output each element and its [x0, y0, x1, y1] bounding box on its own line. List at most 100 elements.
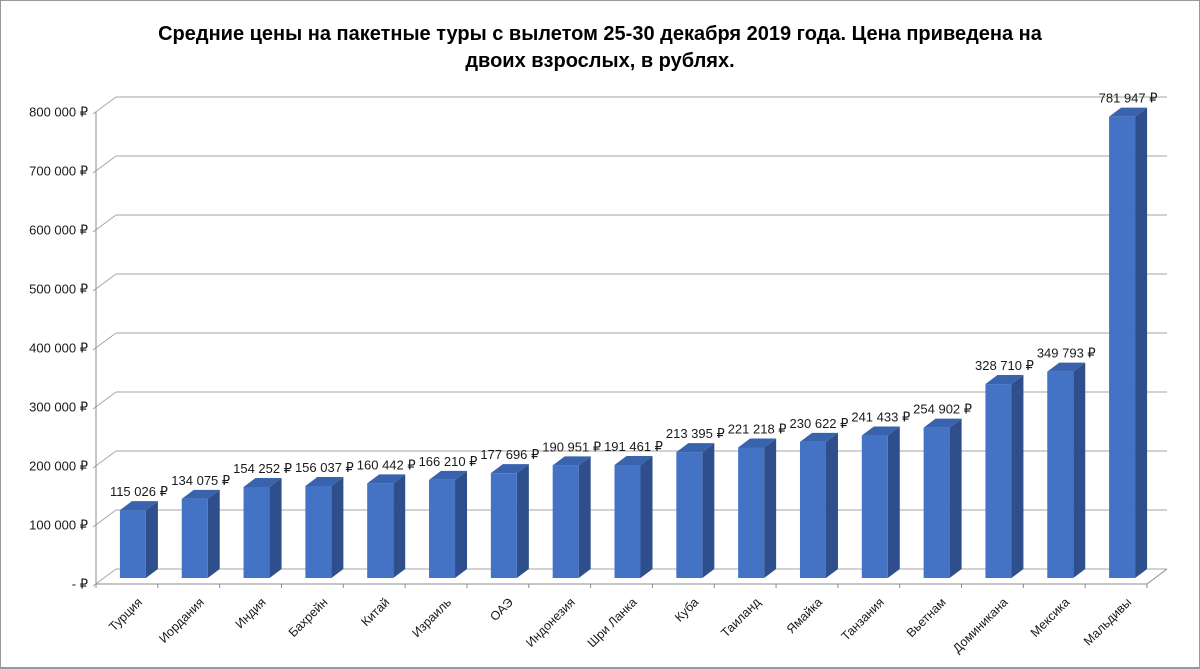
bar-top-face	[429, 470, 468, 480]
chart-title: Средние цены на пакетные туры с вылетом …	[1, 21, 1199, 75]
bar-top-face	[614, 456, 653, 466]
bar-value-label: 349 793 ₽	[1037, 346, 1096, 361]
y-axis-tick-label: 700 000 ₽	[29, 164, 88, 179]
bar-top-face	[490, 464, 529, 474]
bar-value-label: 781 947 ₽	[1099, 91, 1158, 106]
bar	[119, 510, 146, 578]
bar-value-label: 191 461 ₽	[604, 439, 663, 454]
bar-top-face	[799, 432, 838, 442]
bar-top-face	[119, 501, 158, 511]
bar-side-face	[887, 426, 900, 578]
category-label: Вьетнам	[904, 595, 949, 640]
category-label: Мексика	[1028, 595, 1073, 640]
bar-side-face	[455, 470, 468, 578]
bar-top-face	[861, 426, 900, 436]
y-axis-tick-label: 500 000 ₽	[29, 282, 88, 297]
gridline-depth-segment	[92, 273, 117, 292]
gridline-depth-segment	[92, 391, 117, 410]
category-label: Турция	[106, 595, 145, 634]
bar-side-face	[640, 456, 653, 578]
category-label: Израиль	[409, 595, 454, 640]
floor-right-edge	[1146, 568, 1168, 585]
bar-side-face	[764, 438, 777, 578]
bar-value-label: 241 433 ₽	[851, 410, 910, 425]
bar-side-face	[269, 477, 282, 578]
bar-side-face	[825, 432, 838, 578]
bar-side-face	[145, 501, 158, 578]
bar-value-label: 156 037 ₽	[295, 460, 354, 475]
gridline-depth-segment	[92, 450, 117, 469]
bar-value-label: 230 622 ₽	[790, 416, 849, 431]
category-label: Мальдивы	[1081, 595, 1134, 648]
gridline-depth-segment	[92, 509, 117, 528]
y-axis-tick-label: 200 000 ₽	[29, 459, 88, 474]
bar	[738, 447, 765, 578]
bar	[490, 473, 517, 578]
bar-side-face	[1073, 362, 1086, 578]
bar	[985, 384, 1012, 578]
bar	[1109, 116, 1136, 578]
bar-side-face	[207, 489, 220, 578]
bar-value-label: 134 075 ₽	[171, 473, 230, 488]
bar-side-face	[1011, 375, 1024, 578]
bar-top-face	[738, 438, 777, 448]
category-label: Китай	[359, 595, 393, 629]
bar-value-label: 328 710 ₽	[975, 358, 1034, 373]
bar	[429, 479, 456, 578]
bar	[367, 483, 394, 578]
bar-value-label: 154 252 ₽	[233, 461, 292, 476]
category-label: Танзания	[839, 595, 887, 643]
bar-top-face	[1109, 107, 1148, 117]
bar-side-face	[331, 476, 344, 578]
bar-top-face	[552, 456, 591, 466]
category-label: Иордания	[156, 595, 207, 646]
category-label: Шри Ланка	[585, 595, 640, 650]
category-label: ОАЭ	[487, 595, 516, 624]
bar-top-face	[923, 418, 962, 428]
gridline-depth-segment	[92, 568, 117, 587]
bar-value-label: 115 026 ₽	[110, 484, 168, 499]
bar-top-face	[243, 477, 282, 487]
bar	[923, 427, 950, 578]
bar	[614, 465, 641, 578]
bar-top-face	[676, 443, 715, 453]
bar	[861, 435, 888, 578]
bar-top-face	[1047, 362, 1086, 372]
bar-value-label: 254 902 ₽	[913, 402, 972, 417]
category-label: Куба	[672, 595, 701, 624]
gridline-depth-segment	[92, 155, 117, 174]
y-axis-tick-label: - ₽	[72, 577, 88, 592]
bar-top-face	[181, 489, 220, 499]
bar	[676, 452, 703, 578]
y-axis-tick-label: 600 000 ₽	[29, 223, 88, 238]
bar-value-label: 177 696 ₽	[480, 447, 539, 462]
bar	[1047, 371, 1074, 578]
bar-side-face	[578, 456, 591, 578]
bar	[305, 485, 332, 578]
bar-value-label: 213 395 ₽	[666, 426, 725, 441]
category-label: Индонезия	[523, 595, 578, 650]
category-label: Индия	[233, 595, 269, 631]
bar-value-label: 190 951 ₽	[542, 439, 601, 454]
bar	[243, 486, 270, 578]
bar-top-face	[985, 375, 1024, 385]
chart-title-line-2: двоих взрослых, в рублях.	[465, 50, 735, 72]
bar-side-face	[702, 443, 715, 578]
gridline-depth-segment	[92, 332, 117, 351]
y-axis-tick-label: 300 000 ₽	[29, 400, 88, 415]
y-axis-tick-label: 100 000 ₽	[29, 518, 88, 533]
bar-side-face	[949, 418, 962, 578]
bar-side-face	[393, 474, 406, 578]
category-label: Ямайка	[784, 595, 825, 636]
chart-title-line-1: Средние цены на пакетные туры с вылетом …	[158, 23, 1042, 45]
bar	[181, 498, 208, 578]
y-axis-tick-label: 800 000 ₽	[29, 105, 88, 120]
category-label: Доминикана	[950, 595, 1011, 656]
bar-side-face	[516, 464, 529, 578]
bar-value-label: 221 218 ₽	[728, 421, 787, 436]
bar	[799, 441, 826, 578]
bar	[552, 465, 579, 578]
bar-top-face	[367, 474, 406, 484]
